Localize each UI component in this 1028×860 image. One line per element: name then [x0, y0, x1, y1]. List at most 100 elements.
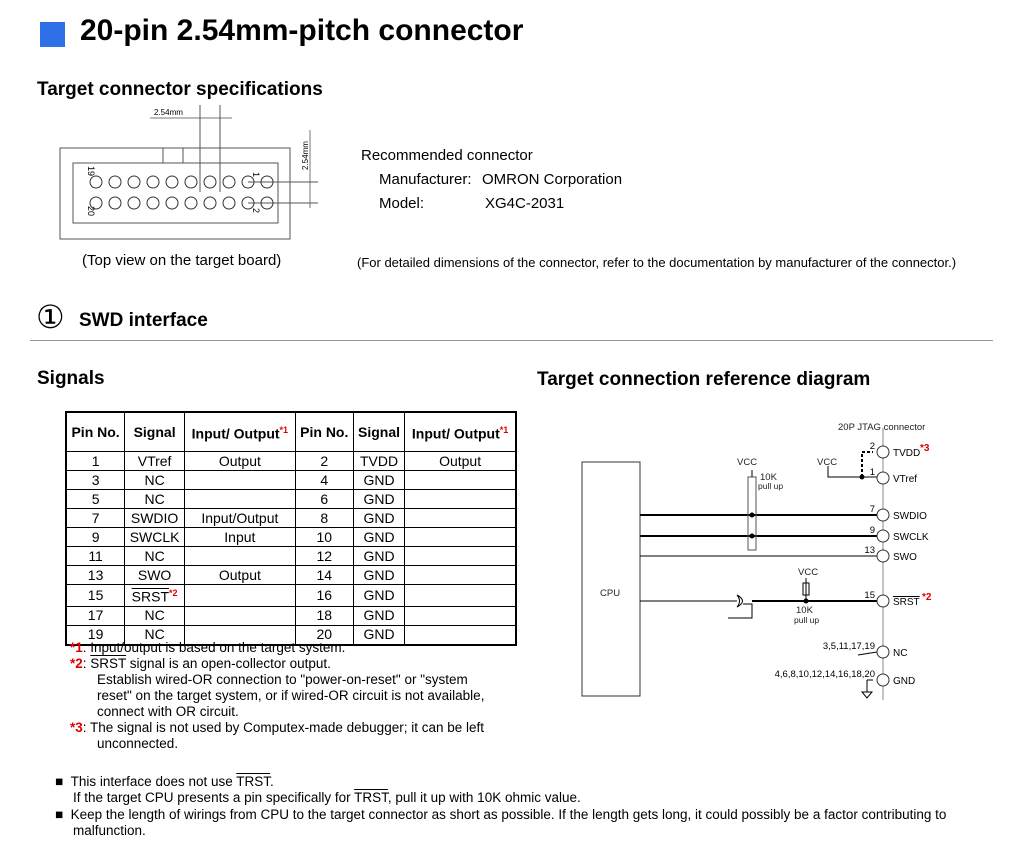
table-cell: Output	[184, 451, 296, 471]
table-cell: 11	[65, 546, 126, 566]
connector-pin	[260, 196, 274, 210]
table-row: 7 SWDIO Input/Output 8 GND	[65, 508, 517, 528]
footnote-mark: *2	[922, 592, 932, 603]
svg-text:19: 19	[86, 166, 96, 176]
table-cell	[184, 584, 296, 607]
table-cell: GND	[352, 624, 406, 646]
table-cell	[184, 546, 296, 566]
table-cell: GND	[352, 508, 406, 528]
table-row: 3 NC 4 GND	[65, 470, 517, 490]
table-cell	[404, 527, 517, 547]
table-cell: 20	[294, 624, 354, 646]
pin-label: GND	[893, 676, 915, 687]
table-row: 13 SWO Output 14 GND	[65, 565, 517, 585]
pin-label: SWCLK	[893, 532, 929, 543]
table-row: 17 NC 18 GND	[65, 605, 517, 626]
table-cell	[184, 489, 296, 509]
table-row: 15 SRST*2 16 GND	[65, 584, 517, 607]
connector-pin-swdio	[876, 508, 890, 522]
svg-text:VCC: VCC	[737, 457, 757, 468]
pin-number: 4,6,8,10,12,14,16,18,20	[775, 669, 875, 680]
connector-pin	[260, 175, 274, 189]
table-cell: SWO	[124, 565, 186, 585]
connector-pin	[108, 175, 122, 189]
table-cell: TVDD	[352, 451, 406, 471]
svg-text:pull up: pull up	[794, 615, 819, 625]
title-marker-square	[40, 22, 65, 47]
connector-pin	[108, 196, 122, 210]
column-header: Input/ Output*1	[184, 411, 296, 452]
manufacturer-value: OMRON Corporation	[482, 171, 623, 188]
table-cell: 10	[294, 527, 354, 547]
table-cell: NC	[124, 470, 186, 490]
table-cell: 8	[294, 508, 354, 528]
pin-number: 1	[870, 467, 875, 478]
table-cell: SRST*2	[124, 584, 186, 607]
table-cell	[404, 624, 517, 646]
table-cell: 15	[65, 584, 126, 607]
pin-number: 2	[870, 441, 875, 452]
connector-pin	[241, 196, 255, 210]
connector-pin	[89, 196, 103, 210]
table-cell: 16	[294, 584, 354, 607]
connector-caption: (Top view on the target board)	[82, 252, 282, 269]
column-header: Signal	[124, 411, 186, 452]
section-number: ①	[36, 299, 65, 335]
diagram-heading: Target connection reference diagram	[537, 369, 871, 390]
table-cell: SWCLK	[124, 527, 186, 547]
pin-label: TVDD	[893, 448, 920, 459]
svg-text:VCC: VCC	[817, 457, 837, 468]
pin-number: 15	[864, 590, 875, 601]
connector-pin	[127, 175, 141, 189]
connector-pin-vtref	[876, 471, 890, 485]
connector-pin	[184, 196, 198, 210]
connector-drawing: 2.54mm 2.54mm 19 20 1 2	[59, 105, 318, 240]
connector-pin-nc	[876, 645, 890, 659]
connector-pin-srst	[876, 594, 890, 608]
table-cell: Output	[404, 451, 517, 471]
table-row: 19 NC 20 GND	[65, 624, 517, 646]
dimensions-note: (For detailed dimensions of the connecto…	[357, 255, 957, 270]
model-value: XG4C-2031	[485, 195, 565, 212]
pin-label: VTref	[893, 474, 917, 485]
svg-text:10K: 10K	[796, 605, 814, 616]
svg-text:1: 1	[251, 172, 261, 177]
table-cell: VTref	[124, 451, 186, 471]
column-header: Pin No.	[65, 411, 126, 452]
table-cell: 6	[294, 489, 354, 509]
bullet-2: ■ Keep the length of wirings from CPU to…	[55, 807, 947, 838]
table-cell: GND	[352, 584, 406, 607]
table-cell: 9	[65, 527, 126, 547]
connector-pin	[222, 175, 236, 189]
manufacturer-label: Manufacturer:	[379, 171, 472, 188]
svg-text:2: 2	[251, 208, 261, 213]
table-cell: GND	[352, 565, 406, 585]
table-cell: 19	[65, 624, 126, 646]
bullet-1: ■ This interface does not use TRST.	[55, 774, 274, 789]
pin-number: 13	[864, 545, 875, 556]
connector-pin-swo	[876, 549, 890, 563]
column-header: Signal	[352, 411, 406, 452]
recommended-label: Recommended connector	[361, 147, 533, 164]
connector-pin	[146, 196, 160, 210]
svg-text:VCC: VCC	[798, 567, 818, 578]
table-cell: NC	[124, 489, 186, 509]
table-cell: 12	[294, 546, 354, 566]
table-cell: 7	[65, 508, 126, 528]
table-cell: GND	[352, 546, 406, 566]
column-header: Pin No.	[294, 411, 354, 452]
pin-label: NC	[893, 648, 907, 659]
table-cell: 2	[294, 451, 354, 471]
signals-heading: Signals	[37, 368, 105, 389]
table-cell: 18	[294, 605, 354, 626]
spec-heading: Target connector specifications	[37, 79, 323, 100]
section-heading: SWD interface	[79, 310, 208, 331]
table-cell: 3	[65, 470, 126, 490]
table-cell: 13	[65, 565, 126, 585]
table-cell: 5	[65, 489, 126, 509]
note-1: *1: Input/output is based on the target …	[70, 640, 346, 655]
connector-pin	[89, 175, 103, 189]
pitch-label-v: 2.54mm	[301, 141, 310, 170]
table-cell: NC	[124, 624, 186, 646]
table-cell	[404, 565, 517, 585]
